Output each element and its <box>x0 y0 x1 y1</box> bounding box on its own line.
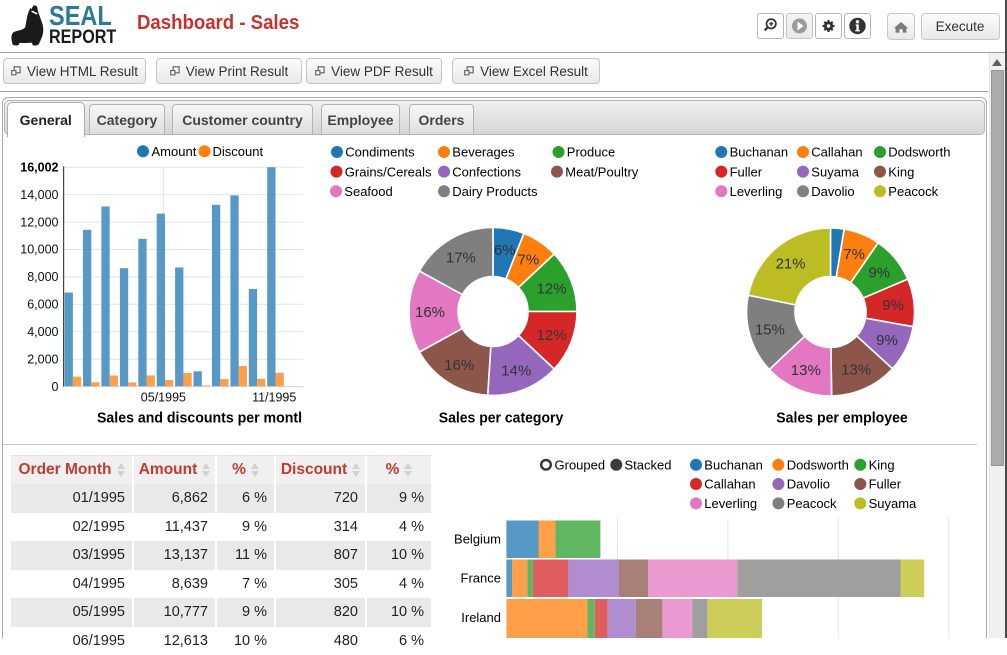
svg-text:Suyama: Suyama <box>811 164 859 179</box>
svg-text:King: King <box>869 458 895 473</box>
svg-text:Grouped: Grouped <box>555 458 606 473</box>
svg-text:Beverages: Beverages <box>452 145 515 160</box>
svg-text:King: King <box>888 164 914 179</box>
svg-text:7%: 7% <box>518 252 540 269</box>
svg-text:2,000: 2,000 <box>27 352 58 366</box>
svg-text:Dairy Products: Dairy Products <box>452 184 538 199</box>
svg-text:8,000: 8,000 <box>27 270 58 284</box>
svg-text:Confections: Confections <box>452 164 521 179</box>
svg-text:Grains/Cereals: Grains/Cereals <box>345 164 432 179</box>
svg-text:Stacked: Stacked <box>625 458 672 473</box>
svg-text:0: 0 <box>52 380 59 394</box>
svg-text:4,000: 4,000 <box>27 325 58 339</box>
svg-text:Buchanan: Buchanan <box>730 145 789 160</box>
svg-text:Davolio: Davolio <box>787 477 830 492</box>
svg-text:Discount: Discount <box>213 144 264 159</box>
svg-text:Sales per category: Sales per category <box>439 410 564 427</box>
svg-text:6%: 6% <box>494 242 516 259</box>
svg-text:Peacock: Peacock <box>787 496 837 511</box>
svg-text:Leverling: Leverling <box>730 184 783 199</box>
svg-text:21%: 21% <box>776 256 806 273</box>
svg-text:6,000: 6,000 <box>27 298 58 312</box>
svg-text:Dodsworth: Dodsworth <box>888 145 950 160</box>
svg-text:Dodsworth: Dodsworth <box>787 458 849 473</box>
svg-text:Callahan: Callahan <box>811 145 862 160</box>
svg-text:9%: 9% <box>882 297 904 314</box>
svg-text:12,000: 12,000 <box>20 215 58 229</box>
svg-text:14%: 14% <box>501 362 531 379</box>
svg-text:Belgium: Belgium <box>454 532 501 547</box>
svg-text:Buchanan: Buchanan <box>704 458 763 473</box>
svg-text:10,000: 10,000 <box>20 243 58 257</box>
svg-text:15%: 15% <box>755 321 785 338</box>
svg-text:Davolio: Davolio <box>811 184 854 199</box>
svg-text:05/1995: 05/1995 <box>141 391 186 405</box>
svg-text:Ireland: Ireland <box>461 610 501 625</box>
svg-text:9%: 9% <box>876 332 898 349</box>
svg-text:17%: 17% <box>446 250 476 267</box>
svg-text:Meat/Poultry: Meat/Poultry <box>565 164 638 179</box>
svg-text:16%: 16% <box>444 357 474 374</box>
svg-text:7%: 7% <box>843 246 865 263</box>
svg-text:Fuller: Fuller <box>869 477 902 492</box>
svg-text:Callahan: Callahan <box>704 477 755 492</box>
svg-text:14,000: 14,000 <box>20 188 58 202</box>
svg-text:Amount: Amount <box>152 144 197 159</box>
svg-text:13%: 13% <box>791 362 821 379</box>
svg-text:Leverling: Leverling <box>704 496 757 511</box>
svg-text:Suyama: Suyama <box>869 496 917 511</box>
svg-text:Peacock: Peacock <box>888 184 938 199</box>
svg-text:12%: 12% <box>537 281 567 298</box>
svg-text:Fuller: Fuller <box>730 164 763 179</box>
svg-text:Seafood: Seafood <box>344 184 392 199</box>
svg-text:Sales and discounts per montl: Sales and discounts per montl <box>97 410 302 427</box>
svg-text:Sales per employee: Sales per employee <box>776 410 908 427</box>
svg-text:9%: 9% <box>868 264 890 281</box>
svg-text:Condiments: Condiments <box>345 145 415 160</box>
svg-text:France: France <box>461 571 501 586</box>
svg-text:12%: 12% <box>537 327 567 344</box>
svg-text:13%: 13% <box>841 362 871 379</box>
svg-text:11/1995: 11/1995 <box>252 391 296 405</box>
svg-text:16,002: 16,002 <box>20 160 58 174</box>
svg-text:16%: 16% <box>415 304 445 321</box>
svg-text:Produce: Produce <box>567 145 615 160</box>
